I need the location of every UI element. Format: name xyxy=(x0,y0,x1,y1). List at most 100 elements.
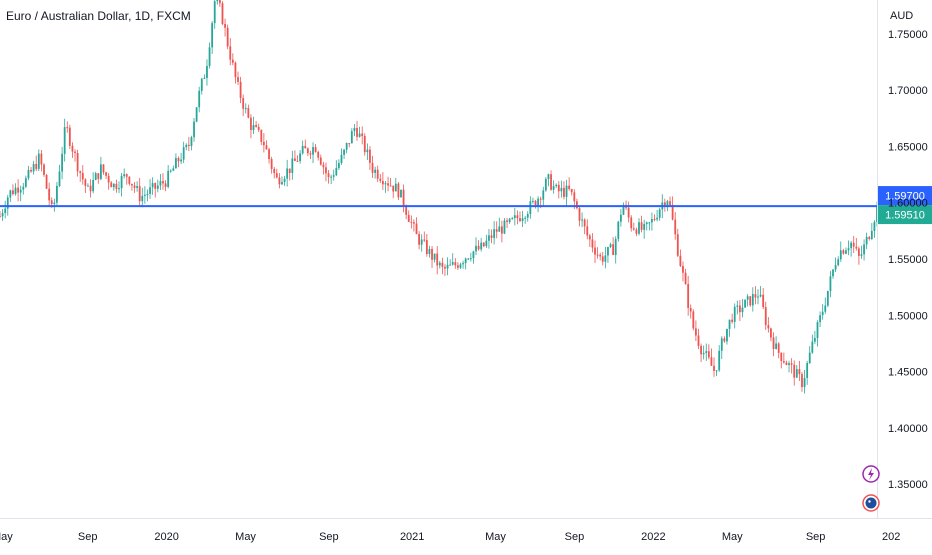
candle-body xyxy=(198,90,201,108)
candle xyxy=(345,142,348,154)
candle-body xyxy=(808,352,811,364)
candle xyxy=(356,120,358,141)
candle-body xyxy=(863,244,865,255)
chart-title: Euro / Australian Dollar, 1D, FXCM xyxy=(6,9,191,23)
candle-body xyxy=(845,250,847,254)
candle xyxy=(4,200,7,219)
candle-body xyxy=(376,169,379,179)
candle xyxy=(829,270,832,298)
candle-body xyxy=(607,246,609,256)
candle-body xyxy=(229,46,232,60)
x-tick-label: 2020 xyxy=(154,531,178,543)
candle-body xyxy=(770,328,772,338)
candle-body xyxy=(273,168,276,174)
candle xyxy=(265,140,268,150)
candle xyxy=(14,183,17,196)
lightning-icon[interactable] xyxy=(862,465,880,483)
candle xyxy=(715,370,718,377)
candle-body xyxy=(705,351,708,353)
candle xyxy=(472,250,475,264)
candle xyxy=(376,165,379,183)
candle-body xyxy=(873,221,876,231)
candle xyxy=(195,107,198,123)
candle-body xyxy=(604,255,607,262)
candle xyxy=(477,240,480,251)
candle xyxy=(790,358,793,374)
candle-body xyxy=(687,284,690,308)
candle-body xyxy=(356,127,358,137)
candle-body xyxy=(133,185,136,188)
candle-body xyxy=(216,0,219,2)
candle xyxy=(185,143,188,151)
candle xyxy=(547,173,550,187)
candle xyxy=(811,334,814,354)
candle xyxy=(720,336,723,360)
candle xyxy=(591,233,594,253)
candle xyxy=(599,252,602,261)
candle-body xyxy=(850,242,853,249)
candle-body xyxy=(433,253,436,260)
candle xyxy=(826,290,829,308)
candle xyxy=(718,345,721,372)
candle-body xyxy=(19,189,22,193)
candle-body xyxy=(405,206,408,215)
candle xyxy=(291,150,294,180)
candle xyxy=(759,286,762,298)
candle-body xyxy=(203,77,206,79)
last-price-label: 1.59510 xyxy=(885,210,925,222)
candle-body xyxy=(146,193,149,195)
candle-body xyxy=(327,173,330,178)
candle xyxy=(516,210,519,225)
horizontal-line-label: 1.59700 xyxy=(885,191,925,203)
candle xyxy=(793,360,796,386)
candle-body xyxy=(744,299,746,308)
candle-body xyxy=(842,250,845,254)
candle-body xyxy=(40,153,43,165)
candle xyxy=(542,186,545,206)
candle-body xyxy=(814,338,816,342)
candle-body xyxy=(141,195,144,202)
flag-icon[interactable] xyxy=(862,494,880,512)
candle-body xyxy=(653,219,656,221)
candle xyxy=(268,147,270,164)
candle-body xyxy=(519,218,521,221)
candle xyxy=(301,140,304,155)
candle-body xyxy=(570,189,573,193)
candle xyxy=(865,232,868,250)
candle xyxy=(436,246,439,275)
candle-body xyxy=(265,145,268,150)
candle xyxy=(503,218,506,235)
candle xyxy=(855,238,858,251)
candle-body xyxy=(576,201,578,209)
candle-body xyxy=(715,370,718,372)
candle xyxy=(622,202,625,216)
candle-body xyxy=(542,190,545,200)
candle-body xyxy=(309,153,312,155)
candle-body xyxy=(306,148,309,154)
candle-body xyxy=(798,369,801,375)
candle xyxy=(627,201,630,223)
candle-body xyxy=(508,218,511,223)
candle xyxy=(151,177,154,195)
candle xyxy=(738,300,741,322)
candle-body xyxy=(516,215,519,219)
candle xyxy=(493,221,496,245)
candle-body xyxy=(472,251,475,259)
candle xyxy=(175,153,177,169)
candle-body xyxy=(444,266,446,269)
x-tick-label: May xyxy=(722,531,743,543)
candle-body xyxy=(720,338,723,351)
candle xyxy=(568,177,571,191)
candle-body xyxy=(697,335,700,346)
candle xyxy=(275,168,278,179)
candle xyxy=(37,149,40,172)
candle xyxy=(400,189,402,198)
candle xyxy=(803,370,806,394)
candle xyxy=(413,219,415,232)
candle xyxy=(648,221,651,231)
candle xyxy=(749,296,752,307)
candle xyxy=(296,155,299,162)
candle-body xyxy=(120,176,123,189)
